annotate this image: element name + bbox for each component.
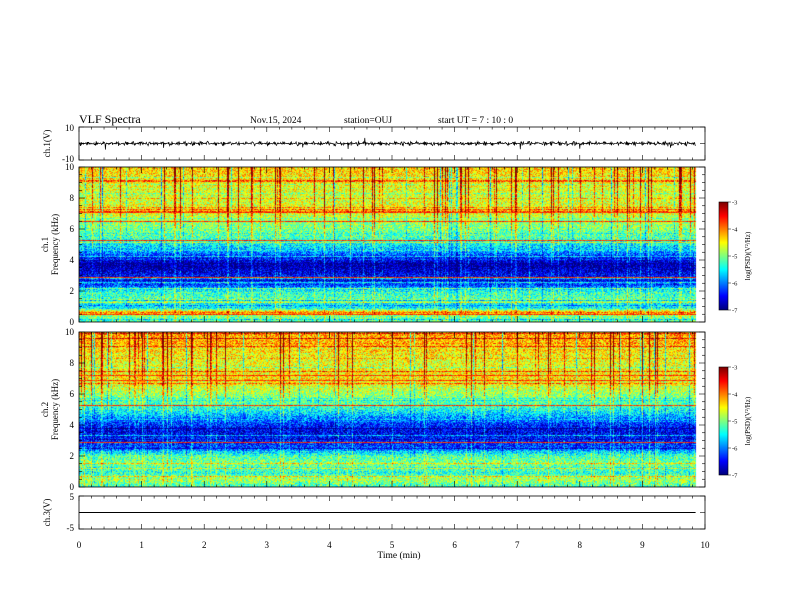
x-tick-label: 8	[578, 540, 583, 550]
spectrogram-ch1-frame	[78, 166, 706, 323]
x-axis-tick-labels: 0 1 2 3 4 5 6 7 8 9 10	[77, 540, 710, 550]
spectrogram-ch2-frame	[78, 331, 706, 488]
colorbar-ch2-ticks: -3 -4 -5 -6 -7	[728, 365, 738, 480]
date-label: Nov.15, 2024	[250, 116, 302, 126]
x-tick-label: 0	[77, 540, 82, 550]
colorbar-ch2-label: log(PSD)(V²/Hz)	[744, 396, 752, 445]
start-ut-label: start UT = 7 : 10 : 0	[438, 116, 513, 126]
colorbar-tick-label: -5	[732, 419, 737, 426]
colorbar-tick-label: -4	[732, 392, 738, 399]
colorbar-ch1	[719, 202, 728, 310]
spectrogram-ch2-ylabel-line1: ch.2	[40, 402, 50, 417]
x-tick-label: 9	[640, 540, 645, 550]
y-tick-label: 8	[70, 193, 75, 203]
waveform-ch1-panel: 10 -10 ch.1(V)	[42, 123, 706, 164]
y-tick-label: 6	[70, 389, 75, 399]
x-tick-label: 6	[452, 540, 457, 550]
station-label: station=OUJ	[344, 116, 392, 126]
y-tick-label: 2	[70, 286, 75, 296]
waveform-ch3-panel: 5 -5 ch.3(V)	[42, 492, 706, 533]
x-tick-label: 3	[265, 540, 270, 550]
waveform-ch1-ytick-top: 10	[65, 123, 75, 133]
colorbar-tick-label: -4	[732, 227, 738, 234]
figure-title: VLF Spectra	[79, 112, 141, 126]
y-tick-label: 8	[70, 358, 75, 368]
y-tick-label: 6	[70, 224, 75, 234]
waveform-ch1-trace	[78, 137, 696, 150]
y-tick-label: 0	[70, 482, 75, 492]
x-tick-label: 10	[701, 540, 711, 550]
y-tick-label: 4	[70, 420, 75, 430]
colorbar-tick-label: -6	[732, 281, 738, 288]
waveform-ch1-ytick-bottom: -10	[62, 154, 74, 164]
waveform-ch1-ylabel: ch.1(V)	[42, 130, 52, 158]
y-tick-label: 10	[65, 162, 75, 172]
colorbar-ch1-label: log(PSD)(V²/Hz)	[744, 231, 752, 280]
colorbar-tick-label: -6	[732, 446, 738, 453]
y-tick-label: 4	[70, 255, 75, 265]
x-tick-label: 4	[327, 540, 332, 550]
x-axis-label: Time (min)	[377, 550, 420, 561]
spectrogram-ch1-ylabel-line1: ch.1	[40, 237, 50, 252]
spectrogram-ch1-ylabel-line2: Frequency (kHz)	[50, 214, 60, 275]
colorbar-tick-label: -7	[732, 473, 738, 480]
waveform-ch3-frame	[78, 495, 706, 530]
waveform-ch3-ytick-bottom: -5	[67, 523, 75, 533]
y-tick-label: 0	[70, 317, 75, 327]
colorbar-tick-label: -7	[732, 308, 738, 315]
x-tick-label: 5	[390, 540, 395, 550]
colorbar-tick-label: -3	[732, 365, 737, 372]
y-tick-label: 10	[65, 327, 75, 337]
x-tick-label: 7	[515, 540, 520, 550]
y-tick-label: 2	[70, 451, 75, 461]
colorbar-ch1-ticks: -3 -4 -5 -6 -7	[728, 200, 738, 315]
spectrogram-ch1-heatmap	[79, 167, 705, 322]
spectrogram-ch2-heatmap	[79, 332, 705, 487]
waveform-ch3-ylabel: ch.3(V)	[42, 499, 52, 527]
colorbar-ch2	[719, 367, 728, 475]
x-tick-label: 1	[139, 540, 144, 550]
colorbar-tick-label: -5	[732, 254, 737, 261]
spectrogram-ch2-ylabel-line2: Frequency (kHz)	[50, 379, 60, 440]
colorbar-tick-label: -3	[732, 200, 737, 207]
waveform-ch3-ytick-top: 5	[70, 492, 75, 502]
x-tick-label: 2	[202, 540, 207, 550]
waveform-ch1-frame	[78, 126, 706, 161]
